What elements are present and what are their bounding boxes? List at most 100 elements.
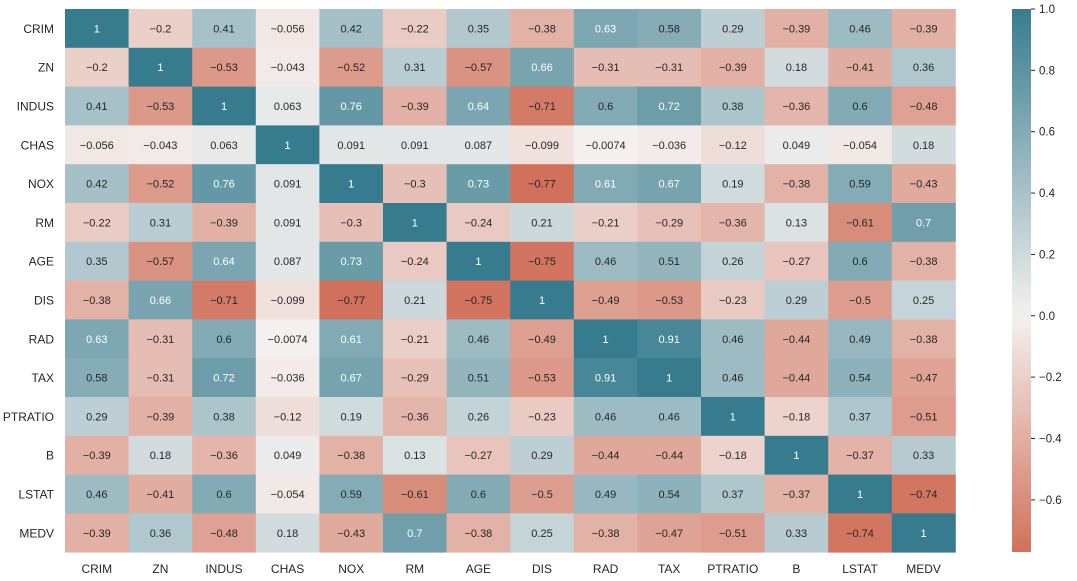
cell-value-label: 0.61 [595, 179, 616, 191]
heatmap-cell-medv-medv [891, 513, 956, 553]
cell-value-label: 0.29 [86, 411, 107, 423]
cell-value-label: 0.91 [658, 334, 679, 346]
heatmap-cell-ptratio-age [446, 397, 511, 437]
x-tick-label: CRIM [81, 562, 112, 576]
heatmap-cell-b-age [446, 435, 511, 475]
cell-value-label: 0.26 [722, 256, 743, 268]
x-tick-label: RM [405, 562, 424, 576]
cell-value-label: 0.21 [531, 217, 552, 229]
cell-value-label: −0.23 [719, 295, 747, 307]
cell-value-label: 0.7 [407, 528, 422, 540]
heatmap-cell-rad-b [764, 319, 829, 359]
heatmap-cell-age-lstat [828, 241, 893, 281]
cell-value-label: −0.18 [782, 411, 810, 423]
cell-value-label: −0.52 [337, 62, 365, 74]
cell-value-label: 0.76 [340, 101, 361, 113]
heatmap-cell-tax-crim [65, 358, 129, 398]
heatmap-cell-rad-indus [192, 319, 257, 359]
heatmap-cell-lstat-b [764, 474, 829, 514]
heatmap-cell-rad-crim [65, 319, 129, 359]
cell-value-label: −0.47 [655, 528, 683, 540]
heatmap-cell-nox-rm [383, 164, 447, 204]
cell-value-label: −0.054 [843, 140, 877, 152]
cell-value-label: 0.38 [213, 411, 234, 423]
cell-value-label: −0.39 [782, 23, 810, 35]
heatmap-cell-crim-rm [383, 9, 447, 49]
cell-value-label: 0.21 [404, 295, 425, 307]
heatmap-cell-dis-crim [65, 280, 129, 320]
cell-value-label: −0.38 [337, 450, 365, 462]
x-tick-label: DIS [532, 562, 552, 576]
cell-value-label: 0.18 [277, 528, 298, 540]
cell-value-label: −0.53 [528, 373, 556, 385]
colorbar-ticks: 1.0 0.8 0.6 0.4 0.2 0.0 −0.2 −0.4 −0.6 [1031, 4, 1062, 507]
cell-value-label: −0.37 [782, 489, 810, 501]
heatmap-cell-dis-age [446, 280, 511, 320]
heatmap-cell-b-rm [383, 435, 447, 475]
heatmap-cell-medv-lstat [828, 513, 893, 553]
heatmap-cell-dis-b [764, 280, 829, 320]
heatmap-cell-ptratio-nox [319, 397, 384, 437]
cell-value-label: −0.48 [210, 528, 238, 540]
colorbar-gradient [1012, 9, 1031, 552]
cell-value-label: −0.41 [146, 489, 174, 501]
heatmap-cell-rm-crim [65, 203, 129, 243]
heatmap-cell-rm-b [764, 203, 829, 243]
heatmap-cell-zn-medv [891, 47, 956, 87]
heatmap-cell-age-nox [319, 241, 384, 281]
y-tick-label: B [46, 449, 54, 463]
heatmap-cell-age-age [446, 241, 511, 281]
heatmap-cell-tax-rm [383, 358, 447, 398]
cell-value-label: −0.49 [592, 295, 620, 307]
heatmap-cell-zn-zn [128, 47, 193, 87]
cell-value-label: −0.77 [528, 179, 556, 191]
cell-value-label: −0.5 [531, 489, 553, 501]
heatmap-cell-ptratio-ptratio [701, 397, 765, 437]
heatmap-cell-crim-b [764, 9, 829, 49]
cell-value-label: 0.18 [150, 450, 171, 462]
cell-value-label: 0.31 [150, 217, 171, 229]
cell-value-label: −0.61 [401, 489, 429, 501]
heatmap-cell-indus-dis [510, 86, 575, 126]
cell-value-label: 0.67 [340, 373, 361, 385]
cell-value-label: −0.52 [146, 179, 174, 191]
cell-value-label: 1 [475, 256, 481, 268]
heatmap-cell-rm-dis [510, 203, 575, 243]
heatmap-cell-lstat-dis [510, 474, 575, 514]
cell-value-label: 0.25 [913, 295, 934, 307]
heatmap-cell-crim-chas [255, 9, 320, 49]
cell-value-label: −0.44 [655, 450, 683, 462]
y-tick-label: ZN [38, 61, 54, 75]
heatmap-cell-tax-nox [319, 358, 384, 398]
cell-value-label: −0.57 [146, 256, 174, 268]
x-tick-label: MEDV [906, 562, 941, 576]
cell-value-label: 0.091 [401, 140, 429, 152]
heatmap-cell-rm-rm [383, 203, 447, 243]
heatmap-cell-lstat-tax [637, 474, 702, 514]
heatmap-cell-lstat-chas [255, 474, 320, 514]
heatmap-cell-chas-nox [319, 125, 384, 165]
heatmap-cell-zn-age [446, 47, 511, 87]
heatmap-cell-tax-dis [510, 358, 575, 398]
cell-value-label: −0.036 [271, 373, 305, 385]
heatmap-cell-nox-lstat [828, 164, 893, 204]
cell-value-label: −0.39 [146, 411, 174, 423]
cell-value-label: −0.43 [337, 528, 365, 540]
cell-value-label: 0.091 [274, 217, 302, 229]
cell-value-label: −0.29 [655, 217, 683, 229]
cell-value-label: 0.51 [468, 373, 489, 385]
heatmap-cell-rm-lstat [828, 203, 893, 243]
cell-value-label: −0.27 [782, 256, 810, 268]
heatmap-cell-dis-ptratio [701, 280, 765, 320]
y-tick-label: DIS [34, 294, 54, 308]
heatmap-cell-nox-medv [891, 164, 956, 204]
y-tick-label: RM [35, 216, 54, 230]
heatmap-cell-crim-lstat [828, 9, 893, 49]
heatmap-cell-rad-medv [891, 319, 956, 359]
heatmap-cell-chas-chas [255, 125, 320, 165]
heatmap-cell-lstat-rm [383, 474, 447, 514]
heatmap-cell-indus-rm [383, 86, 447, 126]
heatmap-cell-zn-crim [65, 47, 129, 87]
heatmap-cell-indus-tax [637, 86, 702, 126]
cell-value-label: 0.41 [213, 23, 234, 35]
